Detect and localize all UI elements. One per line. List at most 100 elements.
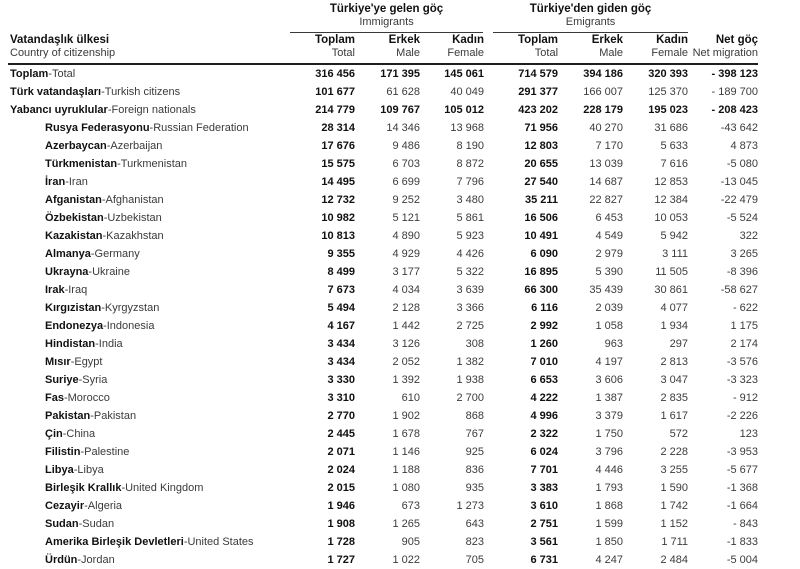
table-row: Fas-Morocco 3 310 610 2 700 4 222 1 387 2 835 -… <box>8 389 758 407</box>
cell-emi-total: 423 202 <box>518 104 559 116</box>
country-label: Azerbaycan-Azerbaijan <box>8 137 290 155</box>
cell-imm-male: 4 034 <box>392 284 420 296</box>
cell-emi-total: 7 010 <box>530 356 559 368</box>
country-name-tr: Özbekistan <box>45 212 104 224</box>
cell-imm-female: 105 012 <box>444 104 485 116</box>
country-label: Libya-Libya <box>8 461 290 479</box>
column-header-imm-male: Erkek Male <box>355 33 420 65</box>
column-header-imm-female: Kadın Female <box>420 33 485 65</box>
cell-imm-total: 3 310 <box>327 392 355 404</box>
table-row: Filistin-Palestine 2 071 1 146 925 6 024 3 79… <box>8 443 758 461</box>
cell-emi-male: 394 186 <box>583 68 624 80</box>
cell-imm-total: 15 575 <box>321 158 355 170</box>
table-row: Kazakistan-Kazakhstan 10 813 4 890 5 923 10 … <box>8 227 758 245</box>
country-name-en: -Pakistan <box>90 410 137 422</box>
cell-imm-total: 3 330 <box>327 374 355 386</box>
cell-emi-male: 2 979 <box>595 248 624 260</box>
cell-emi-male: 1 750 <box>595 428 624 440</box>
country-name-en: -Afghanistan <box>101 194 164 206</box>
cell-emi-female: 1 742 <box>660 500 689 512</box>
country-name-tr: Mısır <box>45 356 71 368</box>
cell-net-migration: -2 226 <box>726 410 759 422</box>
cell-emi-male: 228 179 <box>583 104 624 116</box>
country-name-en: -Morocco <box>63 392 110 404</box>
table-body: Toplam-Total 316 456 171 395 145 061 714 579… <box>8 64 758 569</box>
cell-imm-female: 8 872 <box>456 158 485 170</box>
country-label: Ukrayna-Ukraine <box>8 263 290 281</box>
cell-imm-female: 935 <box>465 482 485 494</box>
table-row: Irak-Iraq 7 673 4 034 3 639 66 300 35 439 30 8… <box>8 281 758 299</box>
country-name-tr: Kazakistan <box>45 230 103 242</box>
country-name-en: -Uzbekistan <box>103 212 162 224</box>
cell-emi-female: 5 633 <box>660 140 689 152</box>
cell-imm-male: 1 146 <box>392 446 420 458</box>
column-header-emi-male: Erkek Male <box>558 33 624 65</box>
cell-emi-female: 5 942 <box>660 230 689 242</box>
country-name-tr: Türk vatandaşları <box>10 86 102 98</box>
cell-emi-female: 30 861 <box>654 284 689 296</box>
cell-imm-male: 6 699 <box>392 176 420 188</box>
cell-emi-male: 4 197 <box>595 356 624 368</box>
cell-imm-male: 9 486 <box>392 140 420 152</box>
cell-net-migration: -5 080 <box>726 158 759 170</box>
cell-emi-female: 10 053 <box>654 212 689 224</box>
country-name-tr: Birleşik Krallık <box>45 482 122 494</box>
cell-emi-total: 1 260 <box>530 338 559 350</box>
cell-net-migration: -3 576 <box>726 356 759 368</box>
cell-emi-total: 71 956 <box>524 122 559 134</box>
country-label: Kırgızistan-Kyrgyzstan <box>8 299 290 317</box>
country-name-tr: Libya <box>45 464 74 476</box>
cell-emi-male: 1 850 <box>595 536 624 548</box>
emigrants-title-tr: Türkiye'den giden göç <box>529 3 652 15</box>
cell-net-migration: 3 265 <box>730 248 759 260</box>
country-name-en: -Azerbaijan <box>106 140 163 152</box>
country-label: Fas-Morocco <box>8 389 290 407</box>
cell-imm-male: 4 890 <box>392 230 420 242</box>
cell-imm-female: 145 061 <box>444 68 485 80</box>
cell-imm-total: 9 355 <box>327 248 355 260</box>
table-row: Pakistan-Pakistan 2 770 1 902 868 4 996 3 379… <box>8 407 758 425</box>
cell-emi-female: 4 077 <box>660 302 689 314</box>
cell-imm-female: 925 <box>465 446 485 458</box>
cell-imm-total: 1 946 <box>327 500 355 512</box>
country-name-tr: Afganistan <box>45 194 102 206</box>
cell-emi-total: 3 561 <box>530 536 559 548</box>
cell-imm-total: 5 494 <box>327 302 355 314</box>
country-name-en: -Kazakhstan <box>102 230 164 242</box>
country-label: Almanya-Germany <box>8 245 290 263</box>
country-label: Cezayir-Algeria <box>8 497 290 515</box>
country-label: Endonezya-Indonesia <box>8 317 290 335</box>
country-label: İran-Iran <box>8 173 290 191</box>
cell-imm-total: 2 024 <box>327 464 355 476</box>
cell-imm-total: 1 908 <box>327 518 355 530</box>
country-name-tr: Azerbaycan <box>45 140 107 152</box>
cell-emi-male: 14 687 <box>589 176 624 188</box>
cell-emi-total: 7 701 <box>530 464 559 476</box>
cell-emi-female: 125 370 <box>648 86 689 98</box>
cell-emi-total: 16 506 <box>524 212 559 224</box>
cell-imm-total: 2 445 <box>327 428 355 440</box>
cell-imm-female: 705 <box>465 554 485 566</box>
cell-emi-male: 4 446 <box>595 464 624 476</box>
cell-emi-total: 20 655 <box>524 158 559 170</box>
cell-imm-female: 2 700 <box>456 392 485 404</box>
cell-net-migration: -5 004 <box>726 554 759 566</box>
country-label: Mısır-Egypt <box>8 353 290 371</box>
country-name-tr: Cezayir <box>45 500 85 512</box>
cell-emi-female: 12 384 <box>654 194 689 206</box>
cell-emi-total: 6 731 <box>530 554 559 566</box>
cell-emi-female: 1 152 <box>660 518 689 530</box>
country-name-en: -Jordan <box>77 554 115 566</box>
cell-net-migration: 123 <box>739 428 759 440</box>
immigrants-title-tr: Türkiye'ye gelen göç <box>329 3 444 15</box>
cell-emi-female: 2 813 <box>660 356 689 368</box>
cell-net-migration: -5 524 <box>726 212 759 224</box>
cell-imm-male: 14 346 <box>386 122 420 134</box>
cell-imm-total: 4 167 <box>327 320 355 332</box>
cell-imm-female: 2 725 <box>456 320 485 332</box>
cell-imm-male: 171 395 <box>380 68 420 80</box>
country-name-en: -Egypt <box>70 356 103 368</box>
cell-emi-male: 22 827 <box>589 194 624 206</box>
country-name-en: -Iraq <box>64 284 88 296</box>
country-label: Afganistan-Afghanistan <box>8 191 290 209</box>
